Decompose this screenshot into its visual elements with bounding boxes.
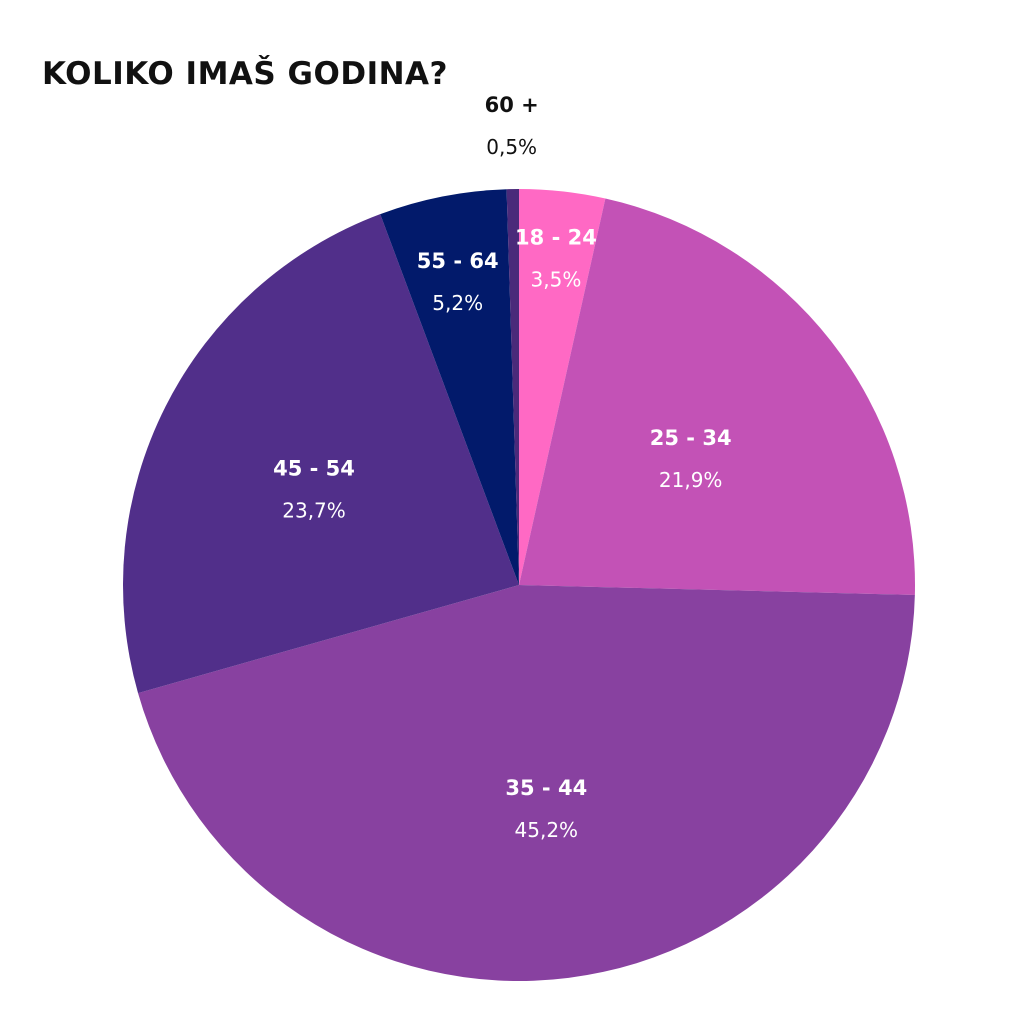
- slice-label-25-34: 25 - 34: [650, 426, 732, 450]
- pie-slices: [122, 189, 915, 982]
- slice-label-60: 60 +: [485, 93, 539, 117]
- slice-value-60: 0,5%: [486, 135, 537, 159]
- chart-title: KOLIKO IMAŠ GODINA?: [42, 56, 449, 92]
- slice-value-45-54: 23,7%: [282, 498, 346, 522]
- slice-label-55-64: 55 - 64: [417, 249, 499, 273]
- slice-value-25-34: 21,9%: [659, 468, 723, 492]
- slice-label-18-24: 18 - 24: [515, 225, 597, 249]
- slice-45-54: [122, 214, 520, 694]
- slice-value-18-24: 3,5%: [531, 267, 582, 291]
- slice-25-34: [519, 198, 915, 595]
- slice-value-55-64: 5,2%: [432, 291, 483, 315]
- slice-label-45-54: 45 - 54: [273, 456, 355, 480]
- slice-value-35-44: 45,2%: [515, 818, 579, 842]
- slice-18-24: [519, 189, 606, 585]
- pie-labels: 18 - 24 3,5% 25 - 34 21,9% 35 - 44 45,2% 45 - …: [273, 93, 731, 842]
- slice-55-64: [380, 189, 519, 585]
- slice-35-44: [138, 585, 915, 982]
- slice-label-35-44: 35 - 44: [505, 776, 587, 800]
- slice-60: [506, 189, 519, 585]
